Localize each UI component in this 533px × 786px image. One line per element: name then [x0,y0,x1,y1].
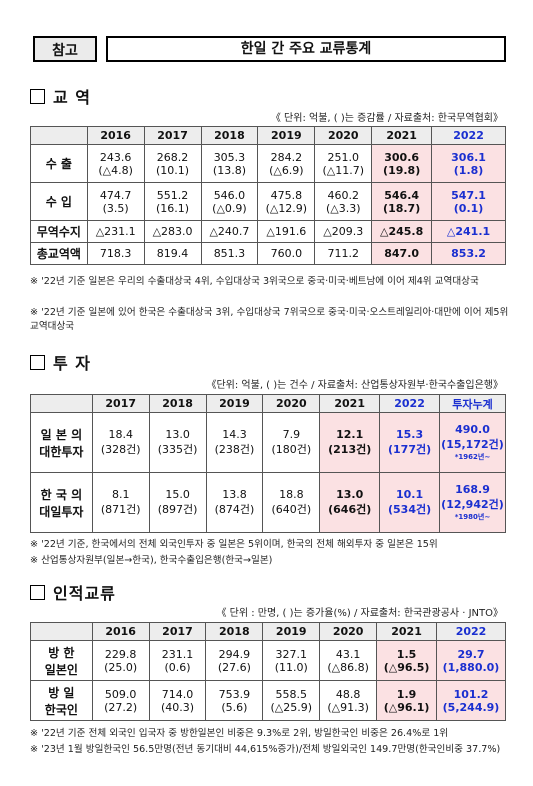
row-label: 총교역액 [30,242,88,265]
year-header: 2018 [200,126,259,145]
year-header: 2019 [262,622,321,641]
trade-note-1: ※ '22년 기준 일본은 우리의 수출대상국 4위, 수입대상국 3위국으로 … [30,276,479,287]
people-unit-note: 《 단위 : 만명, ( )는 증가율(%) / 자료출처: 한국관광공사 · … [216,608,503,619]
reference-tag: 참고 [33,36,97,62]
year-header: 2020 [314,126,373,145]
table-header-corner [30,126,88,145]
trade-note-2: ※ '22년 기준 일본에 있어 한국은 수출대상국 3위, 수입대상국 7위국… [30,307,509,332]
table-header-corner [30,394,93,413]
people-table: 2016 2017 2018 2019 2020 2021 2022 방 한 일본… [30,622,506,721]
year-header: 2018 [148,394,207,413]
table-row: 수 출 243.6 (△4.8) 268.2 (10.1) 305.3 (13.8) … [30,144,506,183]
invest-table: 2017 2018 2019 2020 2021 2022 투자누계 일 본 의… [30,394,507,533]
year-header: 2022 [379,394,440,413]
row-label: 수 입 [30,182,88,221]
people-note-2: ※ '23년 1월 방일한국인 56.5만명(전년 동기대비 44,615%증가… [30,744,501,755]
people-note-1: ※ '22년 기준 전체 외국인 입국자 중 방한일본인 비중은 9.3%로 2… [30,728,449,739]
table-header-corner [30,622,93,641]
table-row: 일 본 의 대한투자 18.4 (328건) 13.0 (335건) 14.3 (238… [30,412,507,473]
table-row: 방 일 한국인 509.0 (27.2) 714.0 (40.3) 753.9 (5.6… [30,680,506,721]
row-label: 일 본 의 대한투자 [30,412,93,473]
invest-note-1: ※ '22년 기준, 한국에서의 전체 외국인투자 중 일본은 5위이며, 한국… [30,539,438,550]
row-label: 수 출 [30,144,88,183]
table-row: 한 국 의 대일투자 8.1 (871건) 15.0 (897건) 13.8 (874건… [30,472,507,533]
page-header: 참고 한일 간 주요 교류통계 [33,36,506,66]
year-header: 2020 [262,394,321,413]
year-header: 2021 [319,394,381,413]
row-label: 무역수지 [30,220,88,243]
row-label: 방 한 일본인 [30,640,93,681]
year-header: 2022 [431,126,506,145]
year-header: 2019 [205,394,264,413]
year-header: 2021 [371,126,433,145]
checkbox-square-icon [30,355,45,370]
year-header: 2017 [91,394,150,413]
table-row: 총교역액 718.3 819.4 851.3 760.0 711.2 847.0 853… [30,242,506,265]
trade-unit-note: 《 단위: 억불, ( )는 증감률 / 자료출처: 한국무역협회》 [270,113,503,124]
invest-note-2: ※ 산업통상자원부(일본→한국), 한국수출입은행(한국→일본) [30,555,273,566]
year-header: 2022 [436,622,506,641]
year-header: 2018 [205,622,264,641]
table-row: 수 입 474.7 (3.5) 551.2 (16.1) 546.0 (△0.9) 4… [30,182,506,221]
year-header: 2016 [91,622,150,641]
checkbox-square-icon [30,89,45,104]
checkbox-square-icon [30,585,45,600]
year-header: 2021 [376,622,438,641]
row-label: 방 일 한국인 [30,680,93,721]
invest-unit-note: 《단위: 억불, ( )는 건수 / 자료출처: 산업통상자원부·한국수출입은행… [206,380,503,391]
section-trade-heading: 교 역 [30,84,91,108]
page-title: 한일 간 주요 교류통계 [106,36,506,62]
year-header: 2017 [148,622,207,641]
section-people-heading: 인적교류 [30,580,116,604]
table-row: 방 한 일본인 229.8 (25.0) 231.1 (0.6) 294.9 (27.6… [30,640,506,681]
year-header: 2019 [257,126,316,145]
cumulative-header: 투자누계 [438,394,507,413]
section-invest-heading: 투 자 [30,350,91,374]
year-header: 2017 [143,126,202,145]
row-label: 한 국 의 대일투자 [30,472,93,533]
trade-table: 2016 2017 2018 2019 2020 2021 2022 수 출 2… [30,126,506,265]
table-row: 무역수지 △231.1 △283.0 △240.7 △191.6 △209.3 △245… [30,220,506,243]
year-header: 2016 [86,126,145,145]
year-header: 2020 [319,622,378,641]
